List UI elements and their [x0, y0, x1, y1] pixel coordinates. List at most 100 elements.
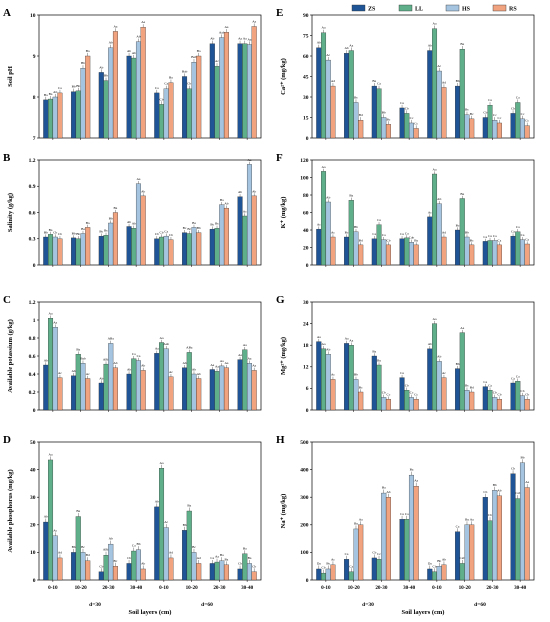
sig-label-g-ll-3: Cb: [405, 384, 409, 388]
sig-label-a-ll-0: Ba: [49, 92, 53, 96]
bar-f-ll-3: [404, 237, 410, 266]
bar-h-zs-3: [399, 519, 405, 581]
bar-c-hs-0: [52, 327, 58, 411]
bar-c-zs-3: [126, 373, 132, 411]
sig-label-b-ll-2: Bc: [104, 229, 108, 233]
bar-c-hs-5: [191, 373, 197, 411]
bar-g-hs-5: [464, 390, 470, 411]
sig-label-c-rs-3: Ab: [141, 364, 145, 368]
panel-letter-g: G: [276, 294, 285, 306]
sig-label-e-hs-7: Cc: [521, 112, 525, 116]
sig-label-c-zs-1: Ab: [71, 369, 75, 373]
sig-label-h-zs-4: Da: [428, 562, 432, 566]
sig-label-f-hs-6: Ca: [493, 234, 497, 238]
bar-c-zs-0: [43, 364, 49, 411]
legend-swatch-zs: [351, 4, 366, 12]
sig-label-h-hs-4: Bb: [437, 559, 441, 563]
bar-c-hs-7: [246, 363, 252, 411]
sig-label-e-rs-1: Bd: [359, 113, 363, 117]
sig-label-d-ll-6: Aa: [215, 555, 219, 559]
bar-d-rs-6: [223, 564, 229, 581]
bar-a-ll-5: [186, 88, 192, 139]
bar-e-ll-3: [404, 113, 410, 139]
bar-h-hs-1: [353, 528, 359, 581]
sig-label-b-hs-1: Ba: [81, 227, 85, 231]
bar-e-zs-7: [510, 113, 516, 139]
sig-label-h-hs-6: Bb: [493, 483, 497, 487]
bar-d-ll-5: [186, 510, 192, 581]
sig-label-h-hs-0: Bc: [326, 562, 330, 566]
bar-a-ll-4: [159, 104, 165, 139]
sig-label-f-zs-3: Ca: [400, 232, 404, 236]
sig-label-b-rs-5: Bb: [197, 226, 201, 230]
y-tick-label-a-2: 9: [33, 54, 36, 60]
sig-label-e-rs-5: Bc: [470, 112, 474, 116]
bar-a-ll-0: [48, 98, 54, 139]
sig-label-d-hs-0: Ac: [53, 528, 57, 532]
panel-h: HNa⁺ (mg/kg)0100200300400500DaCbBcAc0-10…: [276, 434, 535, 591]
bar-h-hs-6: [492, 490, 498, 581]
bar-h-rs-4: [441, 564, 447, 581]
bar-e-rs-3: [413, 128, 419, 139]
plot-frame-g: [311, 301, 535, 411]
y-tick-label-g-5: 30: [303, 300, 309, 306]
sig-label-c-ll-1: Ba: [76, 348, 80, 352]
bar-g-ll-6: [487, 390, 493, 411]
y-tick-label-h-4: 400: [300, 467, 309, 473]
sig-label-d-rs-7: Cb: [252, 564, 256, 568]
bar-b-rs-6: [223, 207, 229, 266]
bar-g-zs-6: [482, 386, 488, 411]
bar-a-zs-5: [182, 76, 188, 139]
sig-label-g-ll-1: Aa: [349, 339, 353, 343]
sig-label-f-zs-1: Bc: [345, 230, 349, 234]
sig-label-f-rs-5: Bc: [470, 238, 474, 242]
bar-h-ll-5: [459, 563, 465, 581]
category-label-d-2: 20-30: [102, 585, 115, 591]
category-label-d-1: 10-20: [75, 585, 88, 591]
bar-c-zs-1: [71, 375, 77, 411]
category-label-h-4: 0-10: [432, 585, 442, 591]
sig-label-h-rs-3: Aa: [414, 479, 418, 483]
sig-label-c-hs-2: ABa: [108, 337, 115, 341]
panel-letter-b: B: [3, 152, 11, 164]
sig-label-f-ll-4: Aa: [433, 167, 437, 171]
sig-label-h-hs-2: Ba: [382, 486, 386, 490]
legend-label-ll: LL: [415, 7, 423, 13]
y-tick-label-e-5: 75: [303, 33, 309, 39]
category-label-h-0: 0-10: [321, 585, 331, 591]
y-tick-label-f-5: 100: [300, 175, 309, 181]
bar-a-rs-5: [196, 55, 202, 139]
sig-label-b-hs-0: Cb: [53, 230, 57, 234]
bar-a-zs-6: [209, 43, 215, 139]
sig-label-c-rs-1: Ac: [86, 372, 90, 376]
bar-b-hs-0: [52, 236, 58, 266]
sig-label-d-hs-1: Bc: [81, 545, 85, 549]
sig-label-a-ll-2: Bb: [104, 74, 108, 78]
plot-frame-a: [38, 14, 262, 139]
sig-label-h-ll-6: Cb: [488, 513, 492, 517]
sig-label-d-zs-5: Bb: [183, 523, 187, 527]
y-tick-label-d-2: 20: [30, 523, 36, 529]
bar-f-hs-1: [353, 231, 359, 266]
sig-label-b-hs-7: Aa: [247, 158, 251, 162]
bar-c-zs-2: [98, 382, 104, 411]
sig-label-d-zs-1: Bb: [72, 545, 76, 549]
sig-label-e-rs-6: Cc: [498, 116, 502, 120]
sig-label-b-zs-2: Bc: [99, 230, 103, 234]
sig-label-a-rs-2: Aa: [113, 24, 117, 28]
bar-a-rs-3: [140, 27, 146, 139]
sig-label-h-hs-5: Ba: [465, 517, 469, 521]
sig-label-g-rs-5: Bd: [470, 385, 474, 389]
sig-label-g-zs-1: Aa: [345, 337, 349, 341]
sig-label-d-zs-4: Ab: [155, 499, 159, 503]
sig-label-d-ll-4: Aa: [160, 461, 164, 465]
sig-label-c-zs-3: Ab: [127, 367, 131, 371]
sig-label-e-zs-7: Cb: [511, 106, 515, 110]
bar-e-rs-1: [358, 120, 364, 139]
bar-a-hs-6: [219, 37, 225, 139]
sig-label-c-ll-0: Aa: [49, 312, 53, 316]
bar-c-zs-5: [182, 367, 188, 411]
legend-swatch-rs: [492, 4, 507, 12]
sig-label-a-rs-0: Ca: [58, 86, 62, 90]
